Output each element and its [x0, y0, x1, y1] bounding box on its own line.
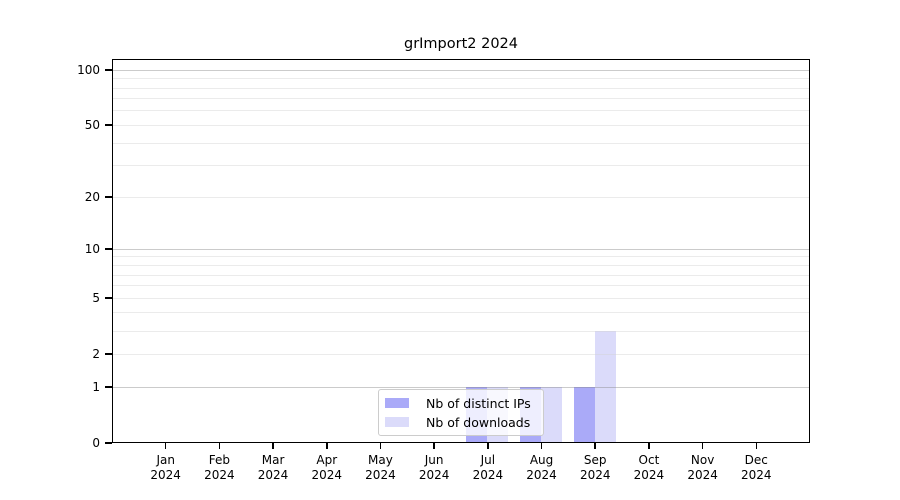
x-tick-mark [164, 443, 167, 449]
x-tick-mark [272, 443, 274, 449]
gridline-minor [113, 265, 809, 266]
x-tick-year: 2024 [204, 468, 235, 482]
x-tick-year: 2024 [150, 468, 181, 482]
legend-item-distinct-ips: Nb of distinct IPs [385, 396, 535, 411]
gridline-major [113, 248, 809, 250]
legend-swatch-downloads-icon [385, 417, 409, 427]
gridline-minor [113, 330, 809, 332]
gridline-minor [113, 353, 809, 355]
legend: Nb of distinct IPs Nb of downloads [378, 389, 544, 436]
x-tick-mark [379, 443, 382, 449]
x-tick-mark [433, 443, 435, 449]
x-tick-month: Jun [424, 453, 444, 467]
x-tick-month: Aug [529, 453, 554, 467]
x-tick-mark [701, 443, 704, 449]
x-tick-mark [218, 443, 221, 449]
y-tick-mark [105, 442, 112, 444]
legend-label-downloads: Nb of downloads [426, 414, 531, 430]
x-tick-label: Jul 2024 [456, 453, 520, 483]
plot-area [112, 59, 810, 443]
gridline-minor [113, 312, 809, 314]
x-tick-label: Mar 2024 [241, 453, 305, 483]
x-tick-mark [755, 443, 758, 449]
gridline-minor [113, 124, 809, 126]
gridline-minor [113, 274, 809, 276]
x-tick-year: 2024 [365, 468, 396, 482]
x-tick-month: May [368, 453, 393, 467]
y-tick-label: 10 [84, 242, 100, 257]
y-tick-label: 2 [92, 347, 100, 362]
x-tick-label: Apr 2024 [295, 453, 359, 483]
gridline-minor [113, 285, 809, 287]
x-tick-month: Feb [208, 453, 230, 467]
x-tick-year: 2024 [418, 468, 450, 482]
gridline-minor [113, 78, 809, 80]
x-tick-mark [540, 443, 543, 449]
x-tick-month: Dec [744, 453, 768, 467]
y-tick-mark [105, 297, 112, 299]
x-tick-year: 2024 [687, 468, 718, 482]
x-tick-label: Oct 2024 [617, 453, 681, 483]
x-tick-month: Jul [480, 453, 496, 467]
x-tick-mark [487, 443, 489, 449]
x-tick-label: Sep 2024 [563, 453, 627, 483]
x-tick-mark [326, 443, 328, 449]
y-tick-mark [105, 69, 112, 71]
bar-sep-downloads [594, 330, 616, 443]
y-tick-mark [105, 386, 112, 388]
x-tick-month: Oct [638, 453, 660, 467]
x-tick-year: 2024 [526, 468, 557, 482]
y-tick-label: 5 [92, 291, 100, 306]
bar-aug-downloads [541, 386, 563, 443]
legend-label-distinct-ips: Nb of distinct IPs [426, 395, 531, 411]
legend-swatch-distinct-ips-icon [385, 398, 409, 408]
x-tick-label: Jan 2024 [134, 453, 198, 483]
x-tick-month: Mar [261, 453, 285, 467]
gridline-minor [113, 98, 809, 100]
x-tick-month: Sep [583, 453, 607, 467]
x-tick-year: 2024 [741, 468, 772, 482]
x-tick-year: 2024 [257, 468, 289, 482]
x-tick-year: 2024 [579, 468, 611, 482]
x-tick-label: Dec 2024 [724, 453, 788, 483]
x-tick-label: Jun 2024 [402, 453, 466, 483]
y-tick-label: 20 [84, 190, 100, 205]
x-tick-mark [648, 443, 650, 449]
legend-item-downloads: Nb of downloads [385, 415, 535, 430]
y-tick-mark [105, 124, 112, 126]
gridline-major [113, 386, 809, 388]
x-tick-year: 2024 [311, 468, 343, 482]
x-tick-year: 2024 [472, 468, 504, 482]
gridline-minor [113, 196, 809, 198]
x-tick-month: Nov [690, 453, 715, 467]
x-tick-label: Nov 2024 [671, 453, 735, 483]
x-tick-label: Feb 2024 [187, 453, 251, 483]
gridline-major [113, 69, 809, 71]
y-tick-mark [105, 353, 112, 355]
gridline-minor [113, 165, 809, 167]
x-tick-month: Jan [156, 453, 175, 467]
y-tick-mark [105, 196, 112, 198]
x-tick-year: 2024 [633, 468, 665, 482]
gridline-minor [113, 87, 809, 89]
x-tick-label: May 2024 [348, 453, 412, 483]
y-tick-mark [105, 248, 112, 250]
gridline-minor [113, 142, 809, 144]
gridline-minor [113, 110, 809, 112]
y-tick-label: 100 [77, 63, 100, 78]
y-tick-label: 0 [92, 436, 100, 450]
y-tick-label: 50 [84, 118, 100, 133]
bar-sep-distinct-ips [573, 386, 595, 443]
gridline-minor [113, 256, 809, 258]
y-tick-label: 1 [92, 380, 100, 394]
x-tick-month: Apr [316, 453, 338, 467]
chart-title: grImport2 2024 [403, 36, 519, 52]
x-tick-label: Aug 2024 [510, 453, 574, 483]
gridline-minor [113, 297, 809, 299]
x-tick-mark [594, 443, 596, 449]
